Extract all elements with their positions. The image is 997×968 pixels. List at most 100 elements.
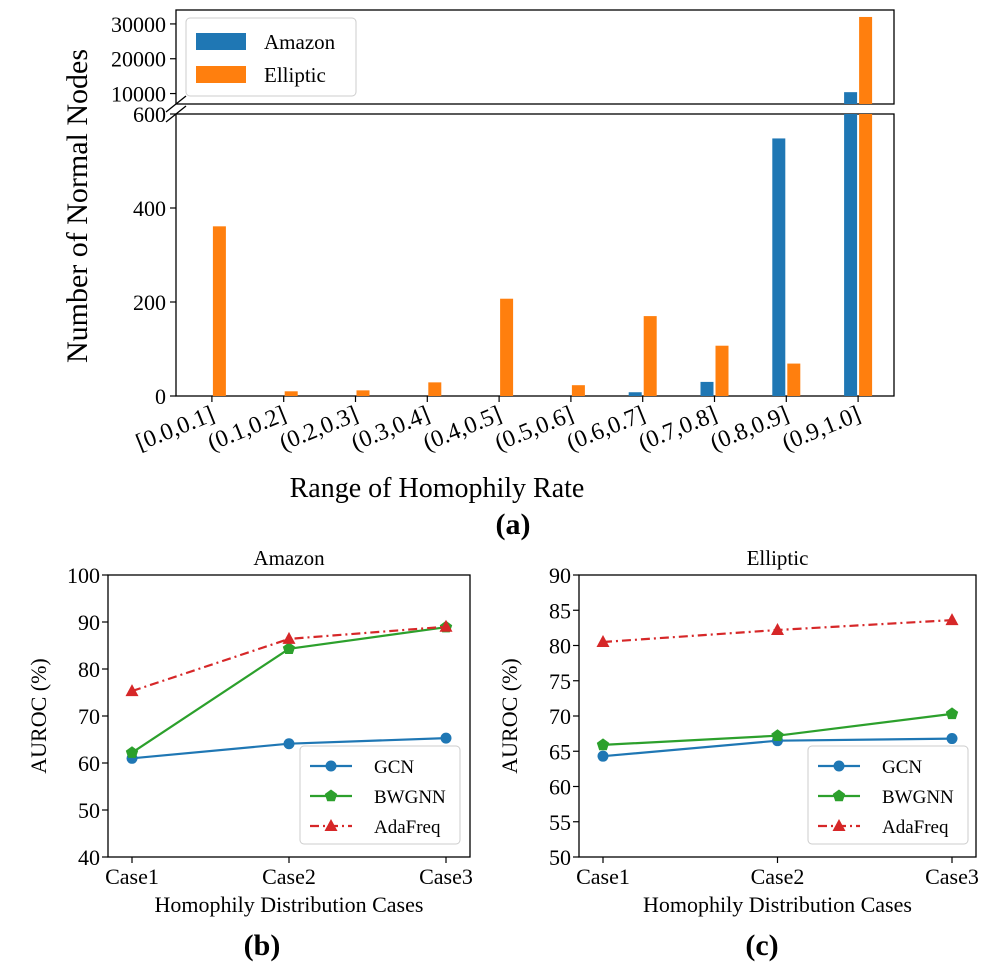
axis-break-mark (165, 105, 187, 123)
y-tick-label-600: 600 (133, 102, 166, 127)
y-tick-label-400: 400 (133, 196, 166, 221)
y-tick-label-10000: 10000 (111, 82, 166, 107)
x-tick-label-3: (0.2,0.3] (276, 401, 362, 456)
chart-b-point-adafreq-case3 (439, 619, 453, 632)
chart-c-y-tick-label-90: 90 (549, 563, 571, 588)
x-tick-label-7: (0.6,0.7] (563, 401, 649, 456)
chart-b-y-tick-label-70: 70 (78, 704, 100, 729)
chart-c-title: Elliptic (747, 546, 809, 570)
bar-upper-elliptic-10 (859, 16, 873, 104)
chart-b-y-tick-label-60: 60 (78, 751, 100, 776)
chart-c-point-bwgnn-case2 (771, 729, 784, 741)
bar-amazon-8 (700, 381, 714, 396)
y-tick-label-30000: 30000 (111, 12, 166, 37)
chart-b-point-adafreq-case2 (282, 631, 296, 644)
x-tick-label-9: (0.8,0.9] (707, 401, 793, 456)
chart-c-y-tick-label-50: 50 (549, 845, 571, 870)
chart-c-point-adafreq-case3 (945, 613, 959, 626)
chart-b-point-bwgnn-case1 (125, 746, 139, 758)
x-tick-label-4: (0.3,0.4] (348, 401, 434, 456)
chart-b-point-adafreq-case1 (125, 684, 139, 697)
legend-label-elliptic: Elliptic (264, 63, 326, 87)
chart-c-legend-label-bwgnn: BWGNN (882, 787, 954, 808)
chart-b-legend-marker-gcn (325, 760, 337, 772)
chart-b-legend-label-bwgnn: BWGNN (374, 787, 446, 808)
chart-b-point-bwgnn-case2 (282, 642, 296, 654)
bar-elliptic-4 (428, 382, 442, 396)
panel-b-label: (b) (244, 929, 281, 962)
upper-axes-frame (175, 9, 895, 105)
x-axis-label: Range of Homophily Rate (290, 473, 585, 504)
axis-break-mark (165, 95, 187, 113)
chart-b-x-tick-label-case3: Case3 (419, 864, 473, 889)
chart-c-point-bwgnn-case3 (945, 707, 959, 720)
chart-a-homophily-histogram: [0.0,0.1](0.1,0.2](0.2,0.3](0.3,0.4](0.4… (61, 9, 895, 504)
y-axis-label: Number of Normal Nodes (61, 49, 94, 363)
chart-c-y-tick-label-55: 55 (549, 810, 571, 835)
chart-c-x-axis-label: Homophily Distribution Cases (643, 892, 912, 917)
legend-swatch-amazon (196, 33, 246, 50)
bar-elliptic-3 (356, 390, 370, 396)
chart-c-x-tick-label-case3: Case3 (925, 864, 979, 889)
chart-c-y-tick-label-65: 65 (549, 739, 571, 764)
chart-c-point-bwgnn-case1 (596, 738, 610, 751)
chart-c-x-tick-label-case2: Case2 (751, 864, 805, 889)
chart-b-y-tick-label-50: 50 (78, 798, 100, 823)
chart-b-y-tick-label-90: 90 (78, 610, 100, 635)
chart-c-point-adafreq-case2 (771, 622, 784, 635)
chart-c-point-gcn-case1 (597, 750, 609, 762)
bar-amazon-7 (628, 392, 642, 396)
chart-b-point-gcn-case2 (283, 738, 295, 750)
bar-upper-amazon-10 (844, 92, 858, 104)
chart-c-point-gcn-case3 (946, 733, 958, 745)
bar-elliptic-10 (859, 114, 873, 396)
bar-elliptic-9 (787, 363, 801, 396)
bar-amazon-9 (772, 138, 786, 396)
legend-label-amazon: Amazon (264, 30, 336, 54)
chart-b-y-axis-label: AUROC (%) (26, 658, 51, 774)
x-tick-label-8: (0.7,0.8] (635, 401, 721, 456)
chart-c-legend-marker-bwgnn (832, 789, 846, 802)
chart-b-point-gcn-case3 (440, 732, 452, 744)
bar-elliptic-6 (571, 385, 585, 396)
chart-b-legend-marker-bwgnn (324, 789, 338, 802)
chart-c-legend-label-gcn: GCN (882, 757, 922, 778)
chart-c-elliptic-auroc: Elliptic 50 55 60 65 70 75 80 85 90 Case1 Case2 Case… (497, 546, 979, 917)
chart-c-y-tick-label-60: 60 (549, 775, 571, 800)
chart-c-point-adafreq-case1 (596, 634, 610, 647)
chart-b-y-tick-label-100: 100 (67, 563, 100, 588)
bar-elliptic-2 (284, 391, 298, 396)
x-tick-label-1: [0.0,0.1] (132, 401, 218, 456)
chart-b-legend-label-adafreq: AdaFreq (374, 817, 441, 838)
x-tick-label-2: (0.1,0.2] (204, 401, 290, 456)
chart-c-y-tick-label-80: 80 (549, 634, 571, 659)
chart-c-x-tick-label-case1: Case1 (576, 864, 630, 889)
panel-a-label: (a) (496, 508, 531, 541)
chart-b-legend-box (299, 745, 461, 845)
chart-b-x-axis-label: Homophily Distribution Cases (155, 892, 424, 917)
chart-b-y-tick-label-40: 40 (78, 845, 100, 870)
bar-elliptic-5 (500, 298, 514, 396)
bar-amazon-10 (844, 114, 858, 396)
bar-elliptic-8 (715, 345, 729, 396)
bar-elliptic-7 (643, 316, 657, 396)
panel-c-label: (c) (745, 929, 778, 962)
y-tick-label-200: 200 (133, 290, 166, 315)
chart-c-legend-label-adafreq: AdaFreq (882, 817, 949, 838)
chart-b-y-tick-label-80: 80 (78, 657, 100, 682)
chart-c-y-tick-label-85: 85 (549, 598, 571, 623)
x-tick-label-6: (0.5,0.6] (491, 401, 577, 456)
y-tick-label-0: 0 (155, 384, 166, 409)
chart-c-legend-marker-adafreq (832, 819, 846, 831)
y-tick-label-20000: 20000 (111, 47, 166, 72)
chart-c-y-tick-label-75: 75 (549, 669, 571, 694)
chart-b-amazon-auroc: Amazon 40 50 60 70 80 90 100 Case1 Case2 Case3 Homo… (26, 546, 473, 917)
legend-swatch-elliptic (196, 66, 246, 83)
bar-elliptic-1 (212, 226, 226, 396)
chart-b-x-tick-label-case2: Case2 (262, 864, 316, 889)
x-tick-label-5: (0.4,0.5] (420, 401, 506, 456)
lower-axes-frame (175, 113, 895, 397)
chart-c-y-axis-label: AUROC (%) (497, 658, 522, 774)
chart-b-legend-marker-adafreq (324, 819, 338, 831)
